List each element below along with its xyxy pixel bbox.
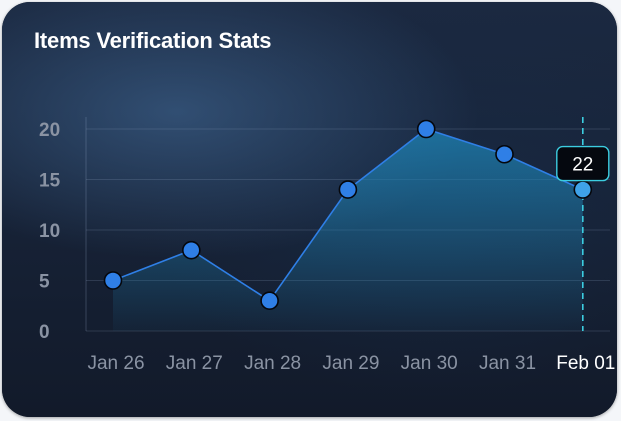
data-point[interactable] xyxy=(182,240,201,260)
y-tick-label: 10 xyxy=(39,221,60,242)
area-fill-group xyxy=(113,129,583,331)
x-tick-label: Jan 29 xyxy=(322,353,379,374)
x-tick-label: Feb 01 xyxy=(556,353,615,374)
data-point[interactable] xyxy=(338,180,358,199)
area-fill xyxy=(113,129,583,331)
tooltip-group: 22 xyxy=(556,145,610,182)
y-tick-label: 0 xyxy=(39,322,50,343)
chart-card: Items Verification Stats 0 5 10 15 20 Jan 26… xyxy=(2,2,617,417)
data-point[interactable] xyxy=(103,271,123,290)
y-tick-label: 20 xyxy=(39,120,60,141)
data-point[interactable] xyxy=(260,291,279,311)
data-point[interactable] xyxy=(495,144,514,164)
y-tick-label: 15 xyxy=(39,171,61,192)
x-tick-label: Jan 27 xyxy=(166,353,223,374)
x-tick-label: Jan 30 xyxy=(401,353,458,374)
x-axis-ticks: Jan 26 Jan 27 Jan 28 Jan 29 Jan 30 Jan 31 Feb … xyxy=(87,353,615,374)
data-points xyxy=(103,119,593,311)
x-tick-label: Jan 26 xyxy=(87,353,144,374)
tooltip-value: 22 xyxy=(572,155,593,176)
chart-title: Items Verification Stats xyxy=(34,28,272,53)
x-tick-label: Jan 31 xyxy=(479,353,536,374)
tooltip-box xyxy=(556,145,610,182)
y-tick-label: 5 xyxy=(39,272,50,293)
data-point[interactable] xyxy=(416,119,436,139)
data-point-highlighted[interactable] xyxy=(573,180,593,199)
y-axis-ticks: 0 5 10 15 20 xyxy=(39,120,61,343)
x-tick-label: Jan 28 xyxy=(244,353,301,374)
